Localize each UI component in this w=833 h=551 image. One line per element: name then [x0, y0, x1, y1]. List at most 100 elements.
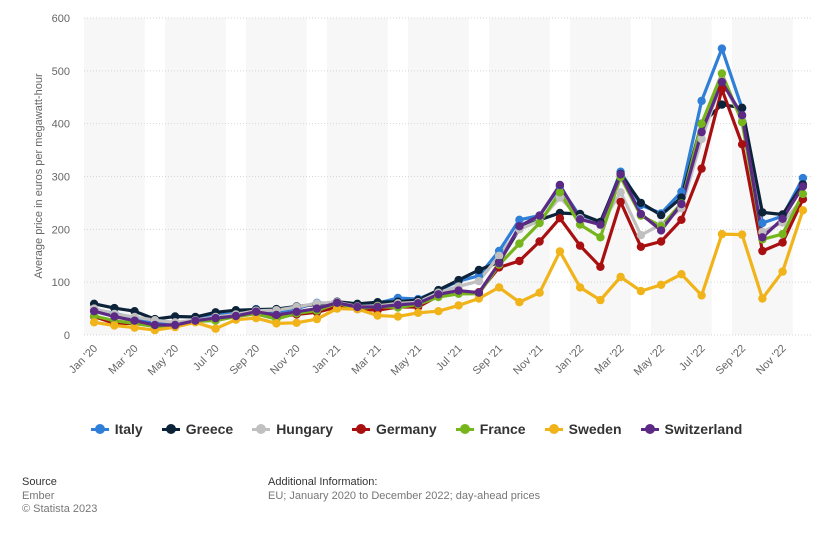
data-point-switzerland[interactable]	[636, 209, 646, 219]
data-point-france[interactable]	[798, 189, 808, 199]
data-point-sweden[interactable]	[636, 286, 646, 296]
data-point-sweden[interactable]	[474, 294, 484, 303]
data-point-switzerland[interactable]	[697, 127, 706, 137]
data-point-switzerland[interactable]	[413, 299, 423, 308]
data-point-germany[interactable]	[717, 85, 727, 94]
data-point-switzerland[interactable]	[191, 316, 200, 325]
data-point-greece[interactable]	[717, 100, 727, 109]
data-point-switzerland[interactable]	[575, 215, 585, 224]
data-point-sweden[interactable]	[697, 291, 706, 300]
data-point-switzerland[interactable]	[272, 310, 281, 320]
data-point-germany[interactable]	[555, 214, 565, 223]
data-point-switzerland[interactable]	[616, 170, 625, 179]
data-point-hungary[interactable]	[494, 251, 504, 260]
data-point-germany[interactable]	[758, 246, 767, 256]
data-point-switzerland[interactable]	[170, 320, 180, 330]
data-point-greece[interactable]	[656, 210, 666, 220]
data-point-france[interactable]	[717, 69, 727, 78]
data-point-hungary[interactable]	[697, 134, 706, 144]
data-point-switzerland[interactable]	[332, 298, 342, 307]
data-point-switzerland[interactable]	[292, 307, 301, 316]
data-point-france[interactable]	[778, 229, 787, 239]
data-point-switzerland[interactable]	[656, 226, 666, 235]
data-point-sweden[interactable]	[373, 311, 382, 320]
data-point-switzerland[interactable]	[535, 211, 544, 220]
data-point-switzerland[interactable]	[353, 302, 362, 312]
data-point-switzerland[interactable]	[717, 77, 727, 87]
legend-item-sweden[interactable]: Sweden	[544, 421, 622, 437]
data-point-sweden[interactable]	[332, 304, 342, 313]
data-point-germany[interactable]	[636, 242, 646, 251]
data-point-switzerland[interactable]	[555, 180, 565, 190]
data-point-sweden[interactable]	[535, 288, 544, 297]
source-link[interactable]: Ember	[22, 490, 55, 502]
legend-item-switzerland[interactable]: Switzerland	[640, 421, 742, 437]
data-point-germany[interactable]	[677, 215, 686, 224]
data-point-switzerland[interactable]	[778, 214, 787, 223]
data-point-france[interactable]	[515, 239, 524, 248]
data-point-germany[interactable]	[616, 197, 625, 207]
data-point-switzerland[interactable]	[798, 182, 808, 191]
data-point-switzerland[interactable]	[393, 300, 403, 310]
data-point-italy[interactable]	[515, 215, 524, 224]
data-point-germany[interactable]	[515, 256, 524, 266]
data-point-greece[interactable]	[758, 208, 767, 217]
data-point-france[interactable]	[555, 188, 565, 197]
data-point-sweden[interactable]	[211, 324, 220, 333]
data-point-germany[interactable]	[596, 262, 605, 271]
data-point-switzerland[interactable]	[231, 311, 241, 321]
data-point-sweden[interactable]	[413, 308, 423, 317]
data-point-sweden[interactable]	[494, 283, 504, 292]
data-point-greece[interactable]	[130, 307, 139, 316]
data-point-sweden[interactable]	[656, 280, 666, 289]
data-point-hungary[interactable]	[616, 188, 625, 197]
data-point-sweden[interactable]	[130, 323, 139, 332]
data-point-italy[interactable]	[717, 44, 727, 53]
data-point-sweden[interactable]	[616, 272, 625, 282]
legend-item-france[interactable]: France	[455, 421, 526, 437]
legend-item-germany[interactable]: Germany	[351, 421, 437, 437]
data-point-sweden[interactable]	[393, 312, 403, 321]
data-point-italy[interactable]	[758, 218, 767, 228]
data-point-switzerland[interactable]	[434, 290, 443, 299]
data-point-switzerland[interactable]	[494, 258, 504, 268]
data-point-sweden[interactable]	[758, 294, 767, 303]
data-point-sweden[interactable]	[515, 298, 524, 307]
data-point-france[interactable]	[697, 119, 706, 128]
data-point-switzerland[interactable]	[110, 312, 119, 321]
data-point-greece[interactable]	[110, 303, 119, 313]
data-point-sweden[interactable]	[434, 307, 443, 316]
data-point-switzerland[interactable]	[758, 233, 767, 242]
data-point-sweden[interactable]	[575, 283, 585, 292]
data-point-sweden[interactable]	[555, 247, 565, 256]
data-point-france[interactable]	[737, 117, 747, 127]
data-point-france[interactable]	[535, 218, 544, 228]
data-point-sweden[interactable]	[737, 230, 747, 239]
data-point-switzerland[interactable]	[373, 302, 382, 312]
data-point-italy[interactable]	[697, 96, 706, 106]
data-point-switzerland[interactable]	[596, 220, 605, 229]
data-point-hungary[interactable]	[474, 276, 484, 286]
data-point-sweden[interactable]	[717, 229, 727, 239]
data-point-germany[interactable]	[535, 237, 544, 246]
data-point-switzerland[interactable]	[251, 307, 261, 316]
data-point-switzerland[interactable]	[211, 313, 220, 323]
data-point-sweden[interactable]	[677, 270, 686, 279]
data-point-greece[interactable]	[170, 312, 180, 321]
data-point-germany[interactable]	[737, 140, 747, 149]
data-point-germany[interactable]	[697, 164, 706, 173]
data-point-switzerland[interactable]	[454, 286, 463, 295]
data-point-sweden[interactable]	[454, 301, 463, 310]
data-point-italy[interactable]	[677, 187, 686, 196]
data-point-sweden[interactable]	[312, 314, 322, 324]
data-point-greece[interactable]	[474, 265, 484, 275]
data-point-hungary[interactable]	[636, 230, 646, 240]
legend-item-italy[interactable]: Italy	[90, 421, 143, 437]
data-point-greece[interactable]	[737, 103, 747, 113]
data-point-greece[interactable]	[454, 275, 463, 285]
data-point-italy[interactable]	[798, 173, 808, 183]
data-point-switzerland[interactable]	[89, 307, 99, 316]
data-point-sweden[interactable]	[89, 318, 99, 327]
data-point-sweden[interactable]	[778, 267, 787, 276]
data-point-sweden[interactable]	[110, 321, 119, 330]
